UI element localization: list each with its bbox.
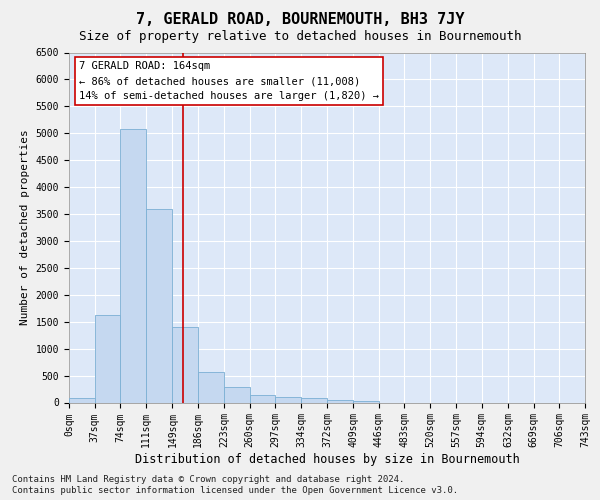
Bar (224, 387, 250, 402)
Text: Contains HM Land Registry data © Crown copyright and database right 2024.: Contains HM Land Registry data © Crown c… (12, 475, 404, 484)
Text: 7, GERALD ROAD, BOURNEMOUTH, BH3 7JY: 7, GERALD ROAD, BOURNEMOUTH, BH3 7JY (136, 12, 464, 28)
Bar (275, 397, 301, 402)
Bar (121, 129, 146, 402)
Text: 7 GERALD ROAD: 164sqm
← 86% of detached houses are smaller (11,008)
14% of semi-: 7 GERALD ROAD: 164sqm ← 86% of detached … (79, 61, 379, 101)
Y-axis label: Number of detached properties: Number of detached properties (20, 130, 30, 326)
Bar (146, 208, 172, 402)
Text: Size of property relative to detached houses in Bournemouth: Size of property relative to detached ho… (79, 30, 521, 43)
Bar (328, 400, 353, 402)
Text: Contains public sector information licensed under the Open Government Licence v3: Contains public sector information licen… (12, 486, 458, 495)
Bar (198, 372, 224, 402)
Bar (301, 398, 328, 402)
Bar (250, 395, 275, 402)
X-axis label: Distribution of detached houses by size in Bournemouth: Distribution of detached houses by size … (134, 453, 520, 466)
Bar (69, 398, 95, 402)
Bar (353, 400, 379, 402)
Bar (172, 327, 198, 402)
Bar (95, 315, 121, 402)
